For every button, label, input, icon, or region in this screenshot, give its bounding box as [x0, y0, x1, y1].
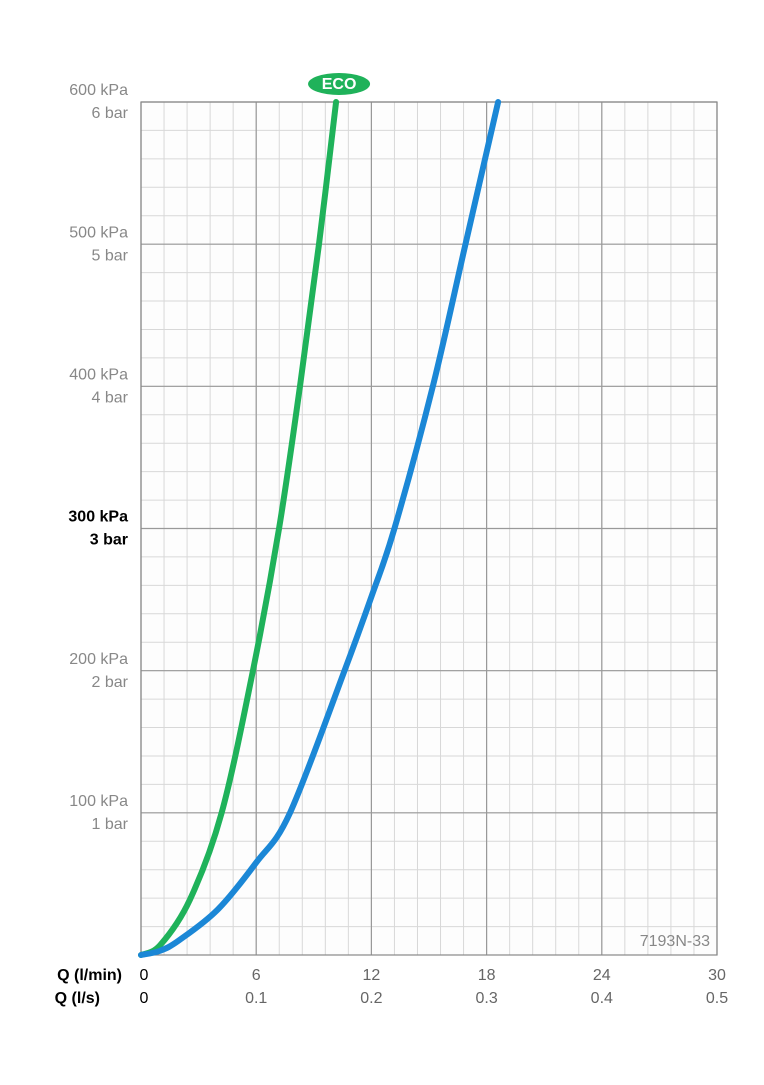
x2-tick-label: 0.5 — [706, 990, 728, 1007]
y-tick-label: 100 kPa — [69, 793, 128, 810]
grid — [140, 101, 718, 955]
y2-tick-label: 5 bar — [92, 247, 129, 264]
x2-tick-label: 0.4 — [591, 990, 613, 1007]
y2-tick-label: 1 bar — [92, 816, 129, 833]
y-tick-label: 400 kPa — [69, 367, 128, 384]
annotation: 7193N-33 — [640, 933, 710, 950]
series-badge — [308, 73, 371, 95]
x2-axis-title: Q (l/s) — [55, 990, 100, 1007]
y2-tick-label: 6 bar — [92, 105, 129, 122]
x2-tick-label: 0.3 — [475, 990, 497, 1007]
series-label: ECO — [322, 76, 357, 93]
y-tick-label: 300 kPa — [68, 509, 128, 526]
x-tick-label: 0 — [140, 967, 149, 984]
y-tick-label: 200 kPa — [69, 651, 128, 668]
series-line — [138, 99, 340, 958]
x-axis-title: Q (l/min) — [57, 967, 122, 984]
x-tick-label: 30 — [708, 967, 726, 984]
y2-tick-label: 3 bar — [90, 532, 128, 549]
plot-frame — [140, 101, 718, 956]
x-tick-label: 12 — [363, 967, 381, 984]
x-tick-label: 18 — [478, 967, 496, 984]
x-tick-label: 24 — [593, 967, 611, 984]
y-tick-label: 500 kPa — [69, 224, 128, 241]
y2-tick-label: 2 bar — [92, 674, 129, 691]
series-line — [138, 99, 502, 958]
x2-tick-label: 0.2 — [360, 990, 382, 1007]
y2-tick-label: 4 bar — [92, 390, 129, 407]
y-tick-label: 600 kPa — [69, 82, 128, 99]
x2-tick-label: 0.1 — [245, 990, 267, 1007]
x-tick-label: 6 — [252, 967, 261, 984]
x2-tick-label: 0 — [140, 990, 149, 1007]
